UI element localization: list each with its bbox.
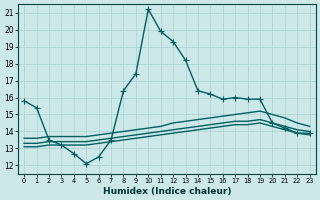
X-axis label: Humidex (Indice chaleur): Humidex (Indice chaleur) bbox=[103, 187, 231, 196]
